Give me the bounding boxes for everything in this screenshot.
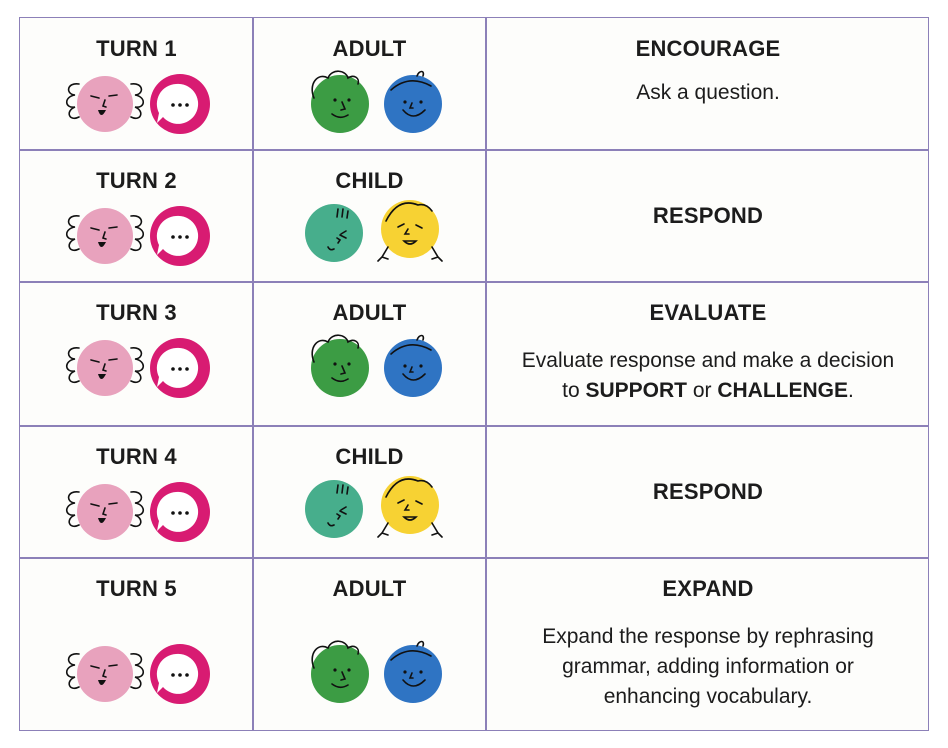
turn-row: TURN 2 CHILD RESPOND [20, 150, 930, 282]
turn-cell: TURN 4 [20, 426, 253, 558]
action-label: RESPOND [652, 479, 764, 504]
description-emphasis: CHALLENGE [717, 379, 849, 402]
green-face-icon [305, 332, 375, 404]
turn-label: TURN 3 [96, 300, 177, 325]
yellow-face-icon [367, 468, 453, 550]
turn-cell: TURN 2 [20, 150, 253, 282]
turn-label: TURN 2 [96, 168, 177, 193]
turn-table: TURN 1 ADULT ENCOURAGE Ask a question. TURN … [19, 17, 929, 731]
turn-cell: TURN 1 [20, 18, 253, 150]
row-divider [20, 425, 928, 427]
blue-face-icon [378, 638, 448, 710]
speaker-cell: ADULT [253, 558, 486, 732]
turn-row: TURN 3 ADULT EVALUATE Evaluate response and… [20, 282, 930, 426]
green-face-icon [305, 68, 375, 140]
turn-label: TURN 1 [96, 36, 177, 61]
description-text: grammar, adding information or [562, 655, 854, 678]
description-text: Ask a question. [636, 81, 780, 104]
teal-face-icon [297, 468, 371, 550]
speech-bubble-icon [145, 68, 215, 140]
action-label: EVALUATE [649, 300, 767, 325]
description-text: . [848, 379, 854, 402]
row-divider [20, 281, 928, 283]
turn-row: TURN 5 ADULT EXPAND Expand the response by … [20, 558, 930, 732]
action-description: Evaluate response and make a decision to … [522, 346, 894, 406]
action-cell: ENCOURAGE Ask a question. [486, 18, 930, 150]
action-cell: RESPOND [486, 426, 930, 558]
speaker-cell: ADULT [253, 18, 486, 150]
description-text: Expand the response by rephrasing [542, 625, 874, 648]
action-description: Expand the response by rephrasing grammar… [542, 622, 874, 712]
action-cell: EXPAND Expand the response by rephrasing g… [486, 558, 930, 732]
speaker-label: CHILD [335, 168, 404, 193]
speaker-cell: CHILD [253, 150, 486, 282]
teal-face-icon [297, 192, 371, 274]
row-divider [20, 149, 928, 151]
row-divider [20, 557, 928, 559]
turn-cell: TURN 3 [20, 282, 253, 426]
thinking-face-icon [64, 68, 146, 140]
speech-bubble-icon [145, 476, 215, 548]
turn-row: TURN 1 ADULT ENCOURAGE Ask a question. [20, 18, 930, 150]
speech-bubble-icon [145, 332, 215, 404]
speech-bubble-icon [145, 200, 215, 272]
thinking-face-icon [64, 476, 146, 548]
speaker-cell: ADULT [253, 282, 486, 426]
description-text: to [562, 379, 586, 402]
thinking-face-icon [64, 200, 146, 272]
action-label: EXPAND [662, 576, 754, 601]
speech-bubble-icon [145, 638, 215, 710]
speaker-label: CHILD [335, 444, 404, 469]
description-emphasis: SUPPORT [585, 379, 687, 402]
blue-face-icon [378, 68, 448, 140]
action-label: RESPOND [652, 203, 764, 228]
description-text: enhancing vocabulary. [603, 685, 813, 708]
blue-face-icon [378, 332, 448, 404]
column-divider [485, 18, 487, 730]
speaker-label: ADULT [332, 36, 407, 61]
turn-cell: TURN 5 [20, 558, 253, 732]
speaker-cell: CHILD [253, 426, 486, 558]
turn-label: TURN 4 [96, 444, 177, 469]
description-text: or [687, 379, 718, 402]
turn-row: TURN 4 CHILD RESPOND [20, 426, 930, 558]
turn-label: TURN 5 [96, 576, 177, 601]
yellow-face-icon [367, 192, 453, 274]
column-divider [252, 18, 254, 730]
action-description: Ask a question. [636, 78, 780, 108]
action-label: ENCOURAGE [635, 36, 781, 61]
speaker-label: ADULT [332, 576, 407, 601]
thinking-face-icon [64, 332, 146, 404]
green-face-icon [305, 638, 375, 710]
action-cell: EVALUATE Evaluate response and make a dec… [486, 282, 930, 426]
thinking-face-icon [64, 638, 146, 710]
action-cell: RESPOND [486, 150, 930, 282]
speaker-label: ADULT [332, 300, 407, 325]
description-text: Evaluate response and make a decision [521, 349, 895, 372]
